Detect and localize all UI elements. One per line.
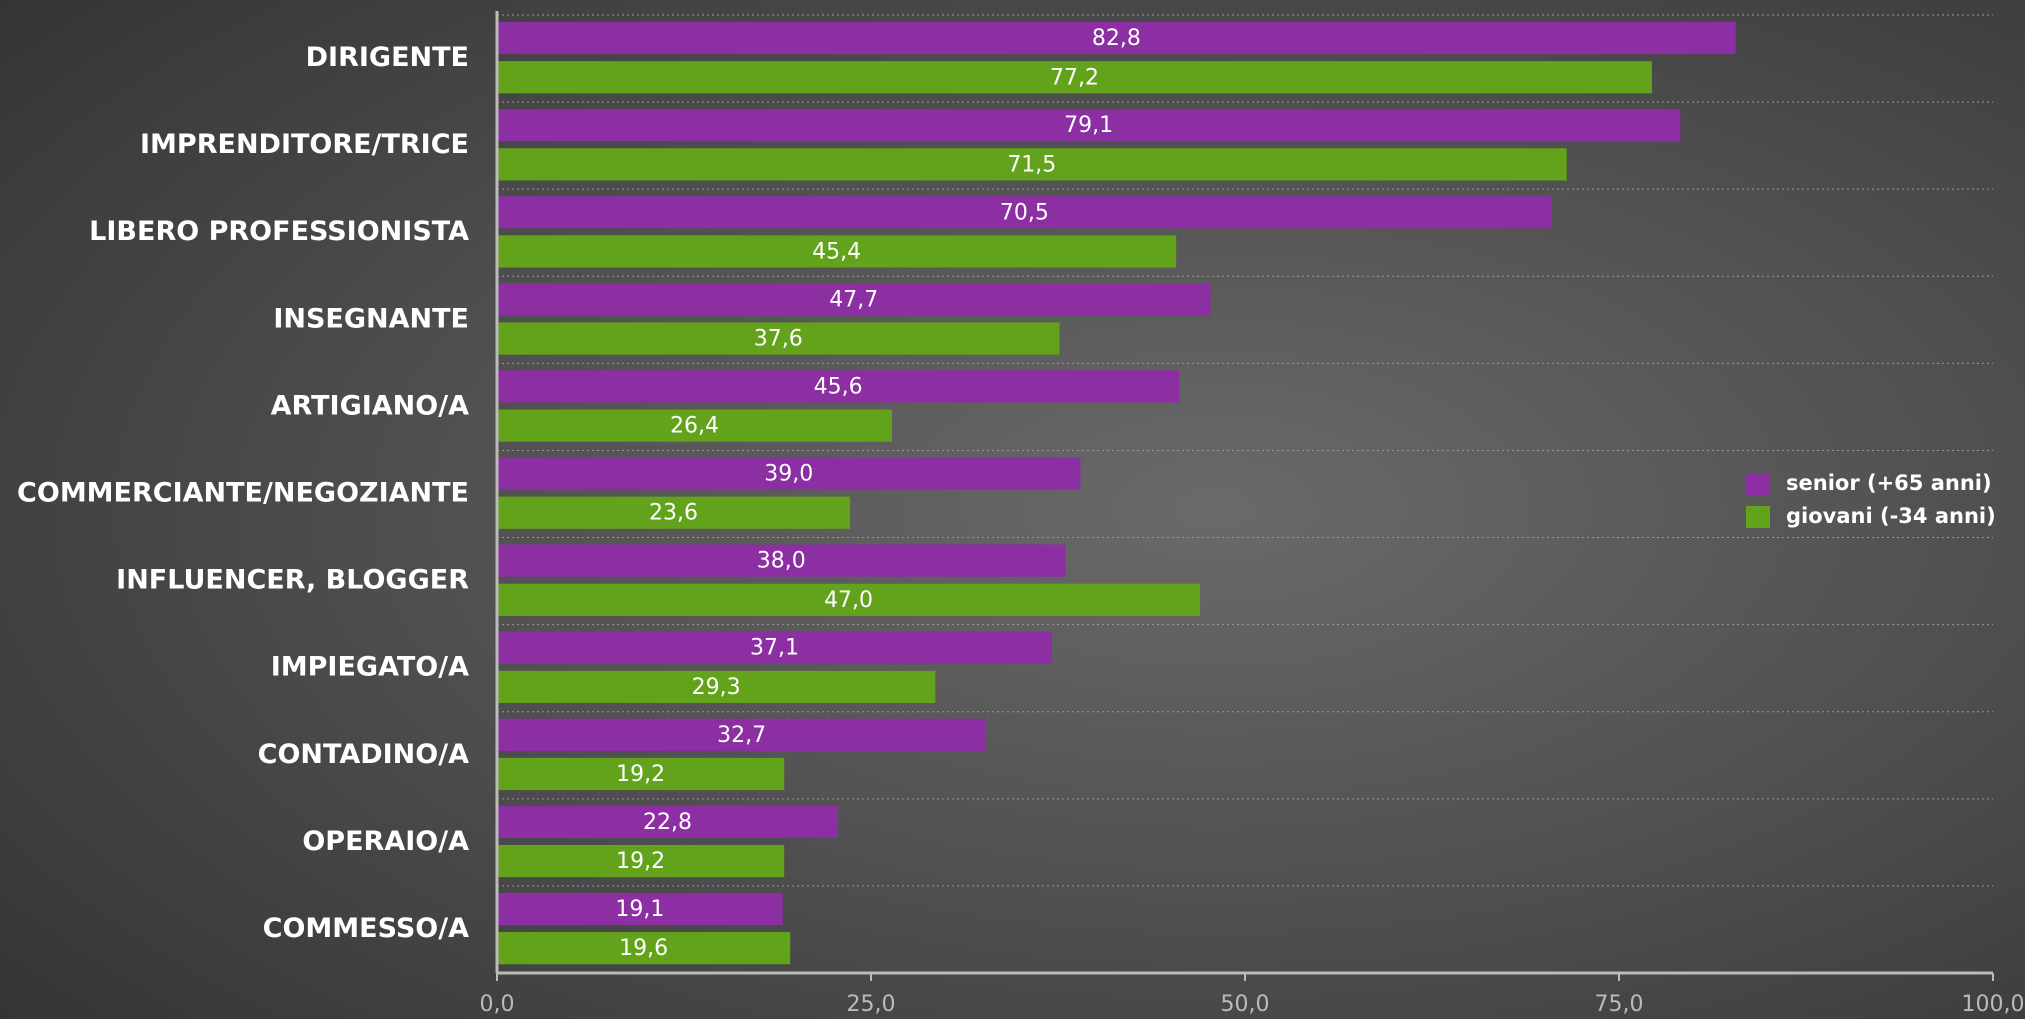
legend-label: senior (+65 anni)	[1786, 471, 1992, 495]
category-label: COMMESSO/A	[263, 913, 469, 944]
x-tick-label: 50,0	[1221, 992, 1270, 1017]
data-label: 19,2	[616, 849, 665, 874]
page: {"chart_data": {"type": "bar", "orientat…	[0, 0, 2025, 1019]
data-label: 39,0	[764, 462, 813, 487]
category-label: INSEGNANTE	[273, 303, 469, 334]
chart: 0,0 25,0 50,0 75,0 100,0 DIRIGENTE 82,8 77,2 IMP…	[0, 0, 2025, 1019]
data-label: 37,1	[750, 636, 799, 661]
category-label: OPERAIO/A	[302, 826, 469, 857]
x-tick-label: 25,0	[847, 992, 896, 1017]
data-label: 32,7	[717, 723, 766, 748]
data-label: 22,8	[643, 810, 692, 835]
category-label: INFLUENCER, BLOGGER	[116, 565, 469, 596]
data-label: 37,6	[754, 327, 803, 352]
legend-swatch	[1746, 506, 1770, 528]
data-label: 77,2	[1050, 65, 1099, 90]
category-label: IMPIEGATO/A	[271, 652, 469, 683]
legend-swatch	[1746, 473, 1770, 495]
data-label: 79,1	[1064, 113, 1113, 138]
data-label: 45,4	[812, 239, 861, 264]
x-tick-label: 75,0	[1595, 992, 1644, 1017]
category-label: DIRIGENTE	[306, 42, 469, 73]
data-label: 70,5	[1000, 200, 1049, 225]
data-label: 26,4	[670, 414, 719, 439]
data-label: 19,2	[616, 762, 665, 787]
x-tick-label: 0,0	[480, 992, 515, 1017]
data-label: 47,7	[829, 287, 878, 312]
data-label: 82,8	[1092, 26, 1141, 51]
category-label: IMPRENDITORE/TRICE	[140, 129, 469, 160]
data-label: 47,0	[824, 588, 873, 613]
data-label: 38,0	[757, 549, 806, 574]
data-label: 45,6	[814, 374, 863, 399]
legend-label: giovani (-34 anni)	[1786, 504, 1996, 528]
data-label: 19,6	[619, 936, 668, 961]
category-label: LIBERO PROFESSIONISTA	[89, 216, 469, 247]
x-tick-label: 100,0	[1962, 992, 2025, 1017]
data-label: 29,3	[692, 675, 741, 700]
category-label: COMMERCIANTE/NEGOZIANTE	[17, 478, 469, 509]
data-label: 71,5	[1007, 152, 1056, 177]
category-label: ARTIGIANO/A	[271, 390, 469, 421]
category-label: CONTADINO/A	[258, 739, 469, 770]
data-label: 23,6	[649, 501, 698, 526]
data-label: 19,1	[615, 897, 664, 922]
